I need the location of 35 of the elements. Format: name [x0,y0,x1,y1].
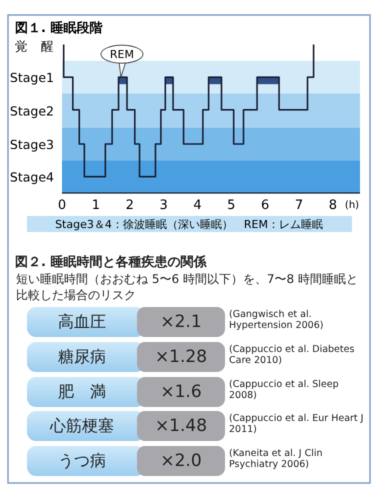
x-tick-label: 7 [294,198,304,213]
text: (Cappuccio et al. Eur Heart J 2011) [229,413,364,436]
text: 覚 醒 [15,38,54,54]
x-tick-label: 6 [261,198,270,213]
text: 図２. 睡眠時間と各種疾患の関係 [15,254,206,271]
x-tick-label: 3 [159,198,168,213]
data-label: ×2.1 [137,307,225,337]
annotation: REM [110,48,134,62]
category-label: 心筋梗塞 [48,415,115,438]
text: Stage3＆4：徐波睡眠（深い睡眠） REM：レム睡眠 [55,218,323,231]
text: (Cappuccio et al. Sleep 2008) [229,378,340,401]
x-tick-label: 8 [328,198,338,213]
category-label: 糖尿病 [57,346,107,368]
x-tick-label: 0 [58,198,66,213]
x-tick-label: 2 [126,198,134,213]
text: 短い睡眠時間（おおむね 5〜6 時間以下）を、7〜8 時間睡眠と比較した場合のリスク [16,271,359,303]
data-label: ×1.6 [137,376,225,407]
category-label: うつ病 [57,450,107,472]
category-label: 肥 満 [57,380,107,403]
data-label: ×2.0 [137,446,225,476]
x-axis-title: (h) [344,200,360,211]
text: (Kaneita et al. J Clin Psychiatry 2006) [229,448,324,470]
band-label: Stage3 [10,136,54,152]
band-label: Stage4 [10,170,54,185]
band-label: Stage2 [10,104,54,119]
text: (Gangwisch et al. Hypertension 2006) [229,309,324,331]
text: (Cappuccio et al. Diabetes Care 2010) [229,344,356,366]
category-label: 高血圧 [57,311,107,333]
data-label: ×1.48 [137,411,225,442]
x-tick-label: 5 [227,198,236,213]
x-tick-label: 1 [92,198,100,213]
chart-title: 図１. 睡眠段階 [15,20,104,36]
data-label: ×1.28 [137,342,225,372]
x-tick-label: 4 [193,198,202,213]
band-label: Stage1 [10,70,54,86]
